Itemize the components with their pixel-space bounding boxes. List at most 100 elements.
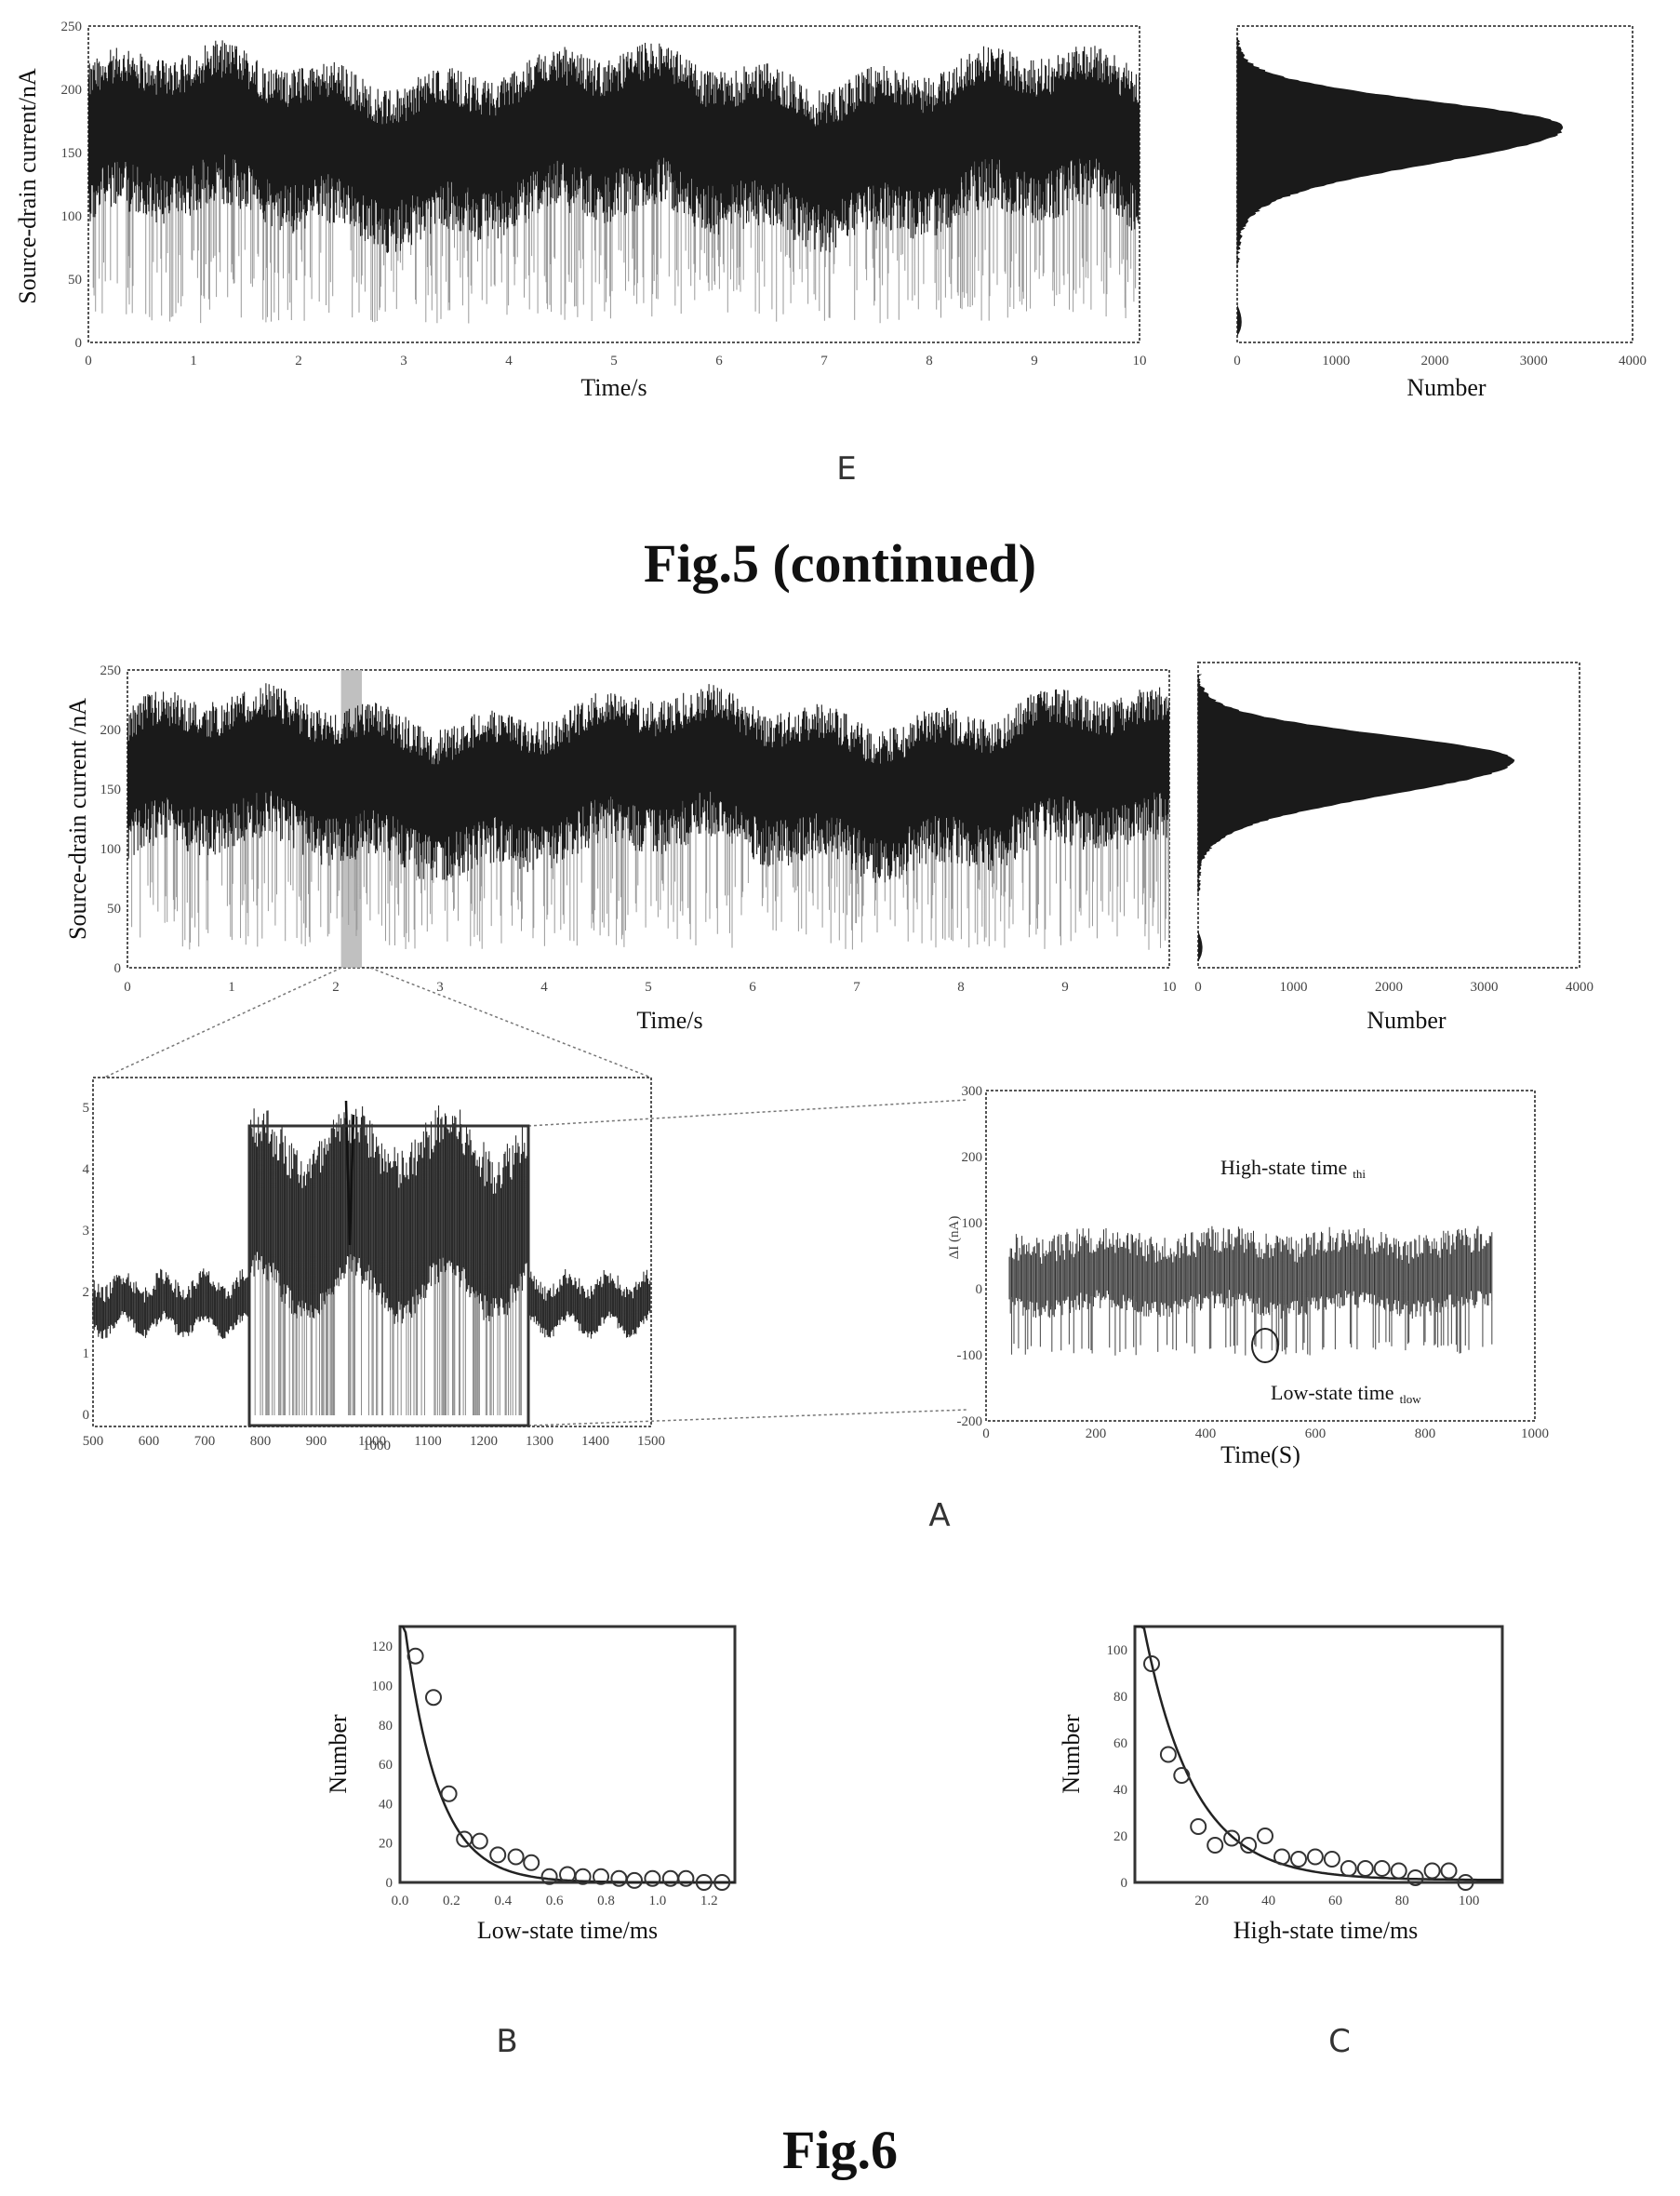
- fig6b-point-10: [574, 1868, 592, 1885]
- zoom-connector-left: [103, 967, 342, 1078]
- x-tick-label: 200: [1086, 1426, 1107, 1441]
- zoom-low-excursions: [254, 1254, 522, 1415]
- y-tick-label: 40: [1113, 1783, 1127, 1798]
- y-tick-label: 50: [68, 273, 82, 288]
- x-tick-label: 3: [400, 354, 407, 368]
- x-tick-label: 5: [610, 354, 618, 368]
- x-tick-label: 4: [505, 354, 513, 368]
- y-tick-label: -200: [957, 1414, 983, 1429]
- fig6a-detail-signal: [1008, 1225, 1493, 1356]
- x-tick-label: 0: [1233, 354, 1241, 368]
- fig6b-points: [407, 1647, 731, 1891]
- fig6b-x-ticks: 0.0 0.2 0.4 0.6 0.8 1.0 1.2: [392, 1894, 718, 1908]
- fig6b-point-8: [540, 1868, 558, 1885]
- y-tick-label: 80: [379, 1719, 393, 1734]
- y-tick-label: 100: [372, 1679, 393, 1694]
- x-tick-label: 1.2: [700, 1894, 718, 1908]
- x-tick-label: 5: [645, 980, 652, 995]
- y-tick-label: 0: [1121, 1876, 1128, 1891]
- y-tick-label: -100: [957, 1348, 983, 1363]
- x-tick-label: 6: [749, 980, 756, 995]
- fig6c-point-16: [1407, 1869, 1424, 1886]
- low-state-sub: tlow: [1400, 1392, 1422, 1406]
- x-tick-label: 6: [715, 354, 723, 368]
- x-tick-label: 9: [1031, 354, 1038, 368]
- fig6c-point-14: [1373, 1860, 1391, 1877]
- fig5e-trace-signal: [87, 40, 1140, 324]
- y-tick-label: 2: [83, 1285, 90, 1300]
- x-tick-label: 3000: [1520, 354, 1548, 368]
- x-tick-label: 800: [250, 1434, 272, 1449]
- x-tick-label: 9: [1061, 980, 1069, 995]
- x-tick-label: 10: [1133, 354, 1147, 368]
- fig6c-ylabel: Number: [1058, 1714, 1085, 1794]
- x-tick-label: 4000: [1619, 354, 1647, 368]
- x-tick-label: 8: [926, 354, 933, 368]
- fig6b-y-ticks: 0 20 40 60 80 100 120: [372, 1640, 393, 1891]
- x-tick-label: 400: [1195, 1426, 1217, 1441]
- fig6a-detail-xlabel: Time(S): [1220, 1441, 1300, 1468]
- fig6a-zoom-y-ticks: 0 1 2 3 4 5: [83, 1101, 90, 1423]
- y-tick-label: 0: [83, 1408, 90, 1423]
- fig6c-point-5: [1223, 1829, 1241, 1847]
- zoom-signal-band: [92, 1105, 651, 1339]
- x-tick-label: 900: [306, 1434, 327, 1449]
- x-tick-label: 0.2: [443, 1894, 460, 1908]
- fig6b-point-11: [593, 1868, 609, 1885]
- fig6c-point-0: [1143, 1655, 1160, 1672]
- x-tick-label: 1200: [470, 1434, 498, 1449]
- y-tick-label: 0: [386, 1876, 393, 1891]
- fig6b-point-1: [425, 1689, 442, 1707]
- fig6a-histogram-chart: 0 1000 2000 3000 4000 Number: [1194, 662, 1593, 1034]
- x-tick-label: 0: [982, 1426, 990, 1441]
- x-tick-label: 80: [1395, 1894, 1409, 1908]
- high-state-label: High-state time: [1220, 1156, 1347, 1179]
- fig5e-trace-y-ticks: 0 50 100 150 200 250: [61, 20, 83, 351]
- fig6a-detail-frame: [985, 1090, 1536, 1422]
- fig5e-hist-low-peak: [1237, 304, 1242, 337]
- fig6c-y-ticks: 0 20 40 60 80 100: [1107, 1643, 1128, 1891]
- y-tick-label: 60: [1113, 1736, 1127, 1751]
- x-tick-label: 0.6: [546, 1894, 564, 1908]
- x-tick-label: 1000: [1322, 354, 1350, 368]
- y-tick-label: 100: [1107, 1643, 1128, 1658]
- y-tick-label: 120: [372, 1640, 393, 1654]
- x-tick-label: 4: [540, 980, 548, 995]
- fig6c-point-9: [1290, 1851, 1307, 1868]
- y-tick-label: 50: [107, 902, 121, 917]
- fig6a-trace-signal: [127, 683, 1170, 950]
- fig6c-point-19: [1457, 1874, 1474, 1891]
- y-tick-label: 40: [379, 1797, 393, 1812]
- fig5e-histogram-chart: 0 1000 2000 3000 4000 Number: [1233, 25, 1647, 401]
- fig6c-point-10: [1306, 1848, 1324, 1866]
- fig6c-point-11: [1323, 1851, 1340, 1868]
- fig6c-frame: [1133, 1625, 1504, 1884]
- fig6b-point-7: [523, 1854, 540, 1871]
- fig5e-hist-xlabel: Number: [1407, 374, 1487, 401]
- y-tick-label: 100: [962, 1216, 983, 1231]
- x-tick-label: 1: [228, 980, 235, 995]
- detail-low-spikes: [1010, 1292, 1493, 1356]
- x-tick-label: 20: [1194, 1894, 1208, 1908]
- fig6c-chart: 20 40 60 80 100 0 20 40 60 80 100 High-state time…: [1058, 1625, 1504, 1944]
- y-tick-label: 4: [83, 1162, 90, 1177]
- fig6b-point-13: [626, 1871, 643, 1889]
- y-tick-label: 0: [976, 1282, 983, 1297]
- fig6a-zoom-inner-label: 1000: [363, 1439, 391, 1453]
- zoom-connector-right: [369, 967, 652, 1078]
- x-tick-label: 40: [1261, 1894, 1275, 1908]
- x-tick-label: 1: [190, 354, 197, 368]
- fig6b-point-0: [407, 1647, 424, 1665]
- x-tick-label: 1400: [581, 1434, 609, 1449]
- y-tick-label: 20: [379, 1837, 393, 1852]
- fig6c-point-17: [1423, 1862, 1441, 1880]
- low-state-label: Low-state time: [1271, 1381, 1394, 1404]
- fig6c-point-12: [1340, 1860, 1357, 1877]
- zoom-connector-detail-top: [527, 1099, 968, 1127]
- fig6c-x-ticks: 20 40 60 80 100: [1194, 1894, 1479, 1908]
- fig6a-zoom-signal: [92, 1100, 651, 1415]
- fig6a-hist-area: [1197, 674, 1515, 895]
- y-tick-label: 0: [114, 961, 122, 976]
- fig6a-annotation-low-state: Low-state time tlow: [1271, 1381, 1421, 1406]
- x-tick-label: 0: [85, 354, 92, 368]
